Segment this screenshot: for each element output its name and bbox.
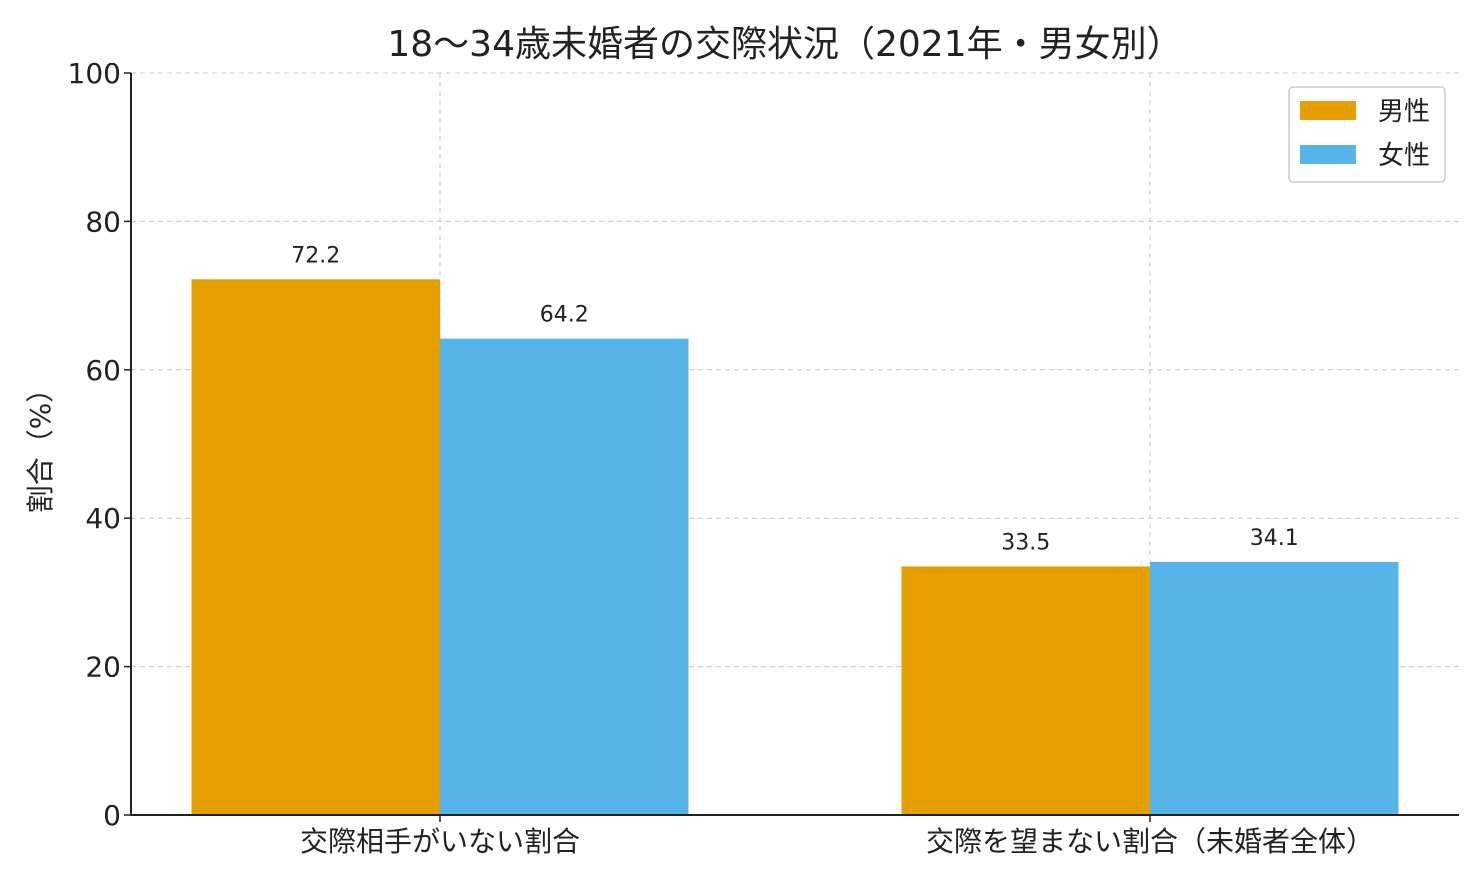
x-tick-label: 交際相手がいない割合 (300, 825, 580, 858)
bar-female (440, 338, 689, 815)
bar-female (1150, 561, 1399, 815)
y-tick-label: 60 (85, 354, 121, 387)
legend-label: 男性 (1378, 97, 1430, 127)
y-tick-label: 20 (85, 651, 121, 684)
bar-male (901, 566, 1150, 815)
bar-male (191, 279, 440, 815)
y-tick-label: 0 (103, 799, 121, 832)
data-label: 64.2 (540, 303, 589, 328)
legend-swatch (1300, 145, 1356, 164)
x-tick-label: 交際を望まない割合（未婚者全体） (926, 825, 1374, 858)
data-label: 72.2 (291, 243, 340, 268)
y-axis-label: 割合（%） (24, 375, 57, 514)
chart-title: 18〜34歳未婚者の交際状況（2021年・男女別） (387, 24, 1182, 65)
legend-swatch (1300, 101, 1356, 120)
y-tick-label: 100 (68, 57, 121, 90)
legend-label: 女性 (1378, 141, 1430, 171)
data-label: 33.5 (1001, 530, 1050, 555)
y-tick-label: 80 (85, 205, 121, 238)
y-tick-label: 40 (85, 502, 121, 535)
data-label: 34.1 (1250, 526, 1299, 551)
